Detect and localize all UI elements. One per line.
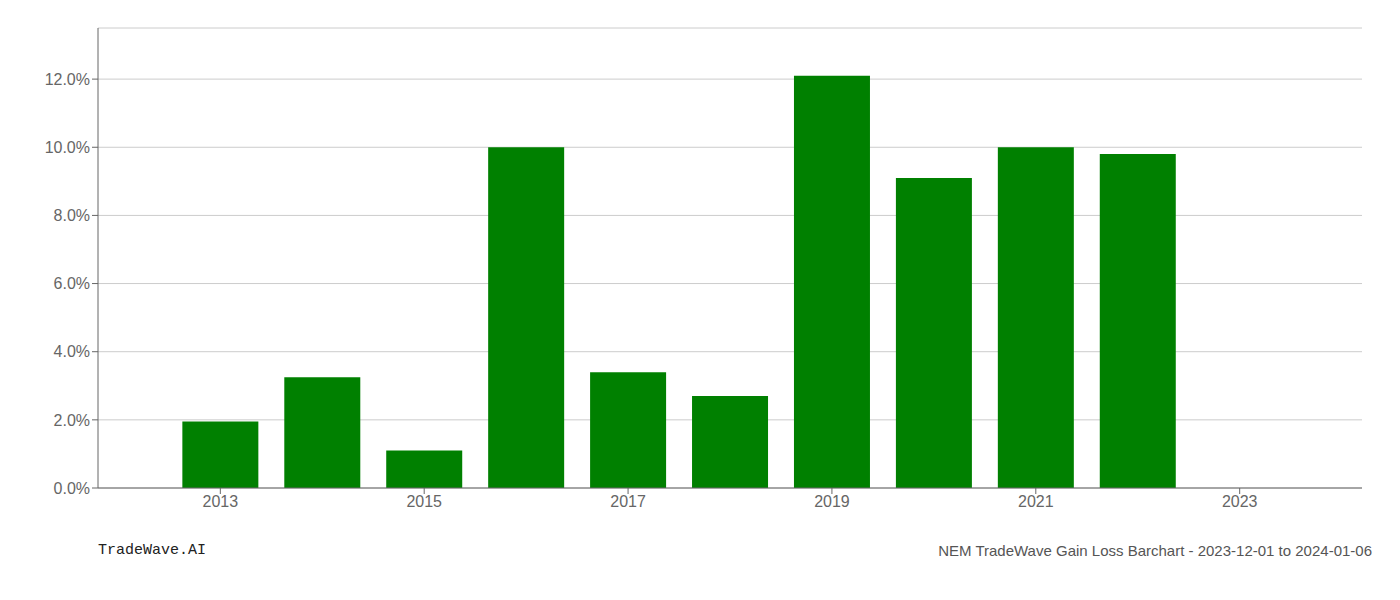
svg-text:12.0%: 12.0% [45,71,90,88]
html-text:TradeWave.AI: TradeWave.AI [98,542,206,559]
svg-text:6.0%: 6.0% [54,275,90,292]
svg-text:2023: 2023 [1222,493,1258,510]
svg-text:2021: 2021 [1018,493,1054,510]
svg-text:2019: 2019 [814,493,850,510]
svg-text:4.0%: 4.0% [54,343,90,360]
svg-text:0.0%: 0.0% [54,480,90,497]
svg-text:10.0%: 10.0% [45,139,90,156]
svg-text:2017: 2017 [610,493,646,510]
svg-text:2.0%: 2.0% [54,412,90,429]
svg-text:2013: 2013 [203,493,239,510]
html-text:NEM TradeWave Gain Loss Barcha: NEM TradeWave Gain Loss Barchart - 2023-… [938,542,1372,559]
svg-text:8.0%: 8.0% [54,207,90,224]
svg-text:2015: 2015 [406,493,442,510]
